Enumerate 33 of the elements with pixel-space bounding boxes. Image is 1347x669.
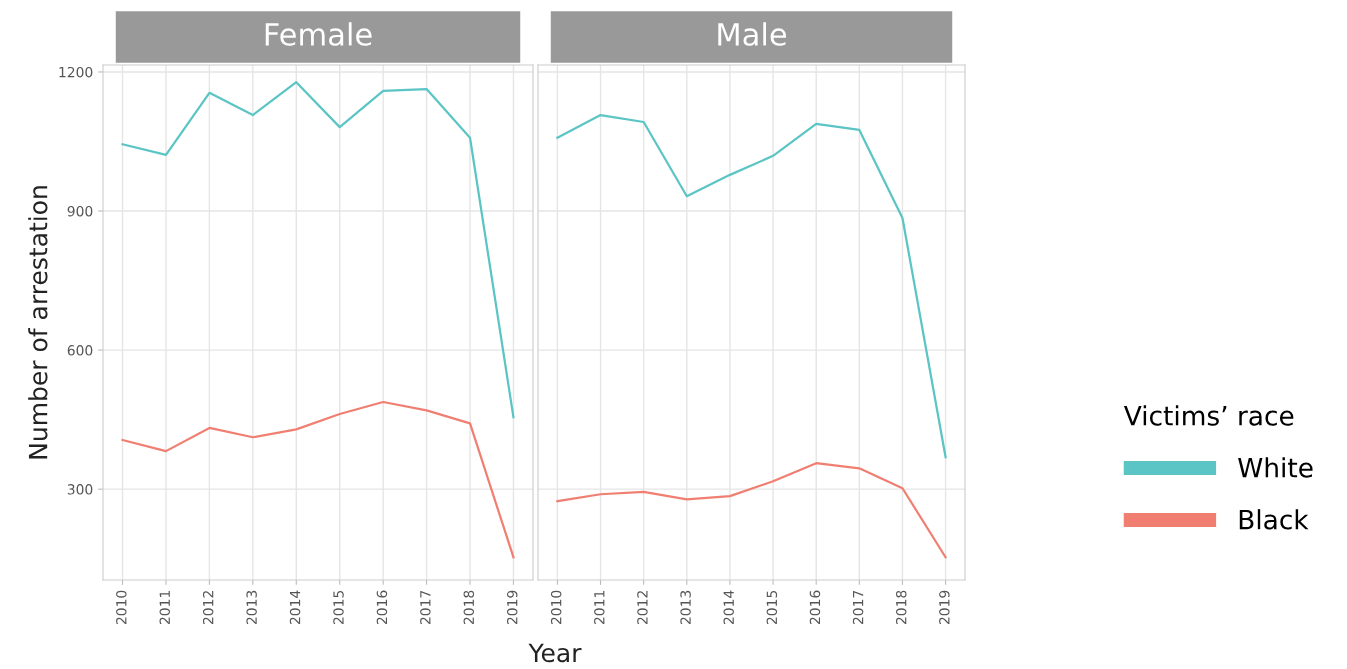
chart-title: Male xyxy=(718,22,787,46)
legend-title: Victims’ race xyxy=(1123,405,1294,426)
x-tick-label: 2018 xyxy=(463,590,475,625)
x-tick-label: 2016 xyxy=(809,590,821,625)
x-tick-label: 2011 xyxy=(159,591,171,625)
y-tick-label: 600 xyxy=(67,345,93,356)
x-tick-label: 2013 xyxy=(680,590,691,625)
x-axis-title: Year xyxy=(528,643,582,663)
y-tick-label: 300 xyxy=(67,484,93,495)
x-tick-label: 2017 xyxy=(420,590,431,625)
line-series xyxy=(121,400,515,559)
x-tick-label: 2012 xyxy=(202,591,214,625)
x-tick-label: 2015 xyxy=(333,590,344,625)
y-axis-title: Number of arrestation xyxy=(28,186,48,459)
x-tick-label: 2013 xyxy=(246,590,257,625)
x-tick-label: 2015 xyxy=(766,590,778,625)
x-tick-label: 2014 xyxy=(723,590,734,625)
y-tick-label: 900 xyxy=(67,205,93,217)
x-tick-label: 2011 xyxy=(594,591,605,625)
chart-title: Female xyxy=(265,22,372,46)
line-series xyxy=(121,81,515,419)
x-tick-label: 2019 xyxy=(939,590,950,625)
x-tick-label: 2019 xyxy=(506,590,518,625)
x-tick-label: 2018 xyxy=(895,590,907,625)
x-tick-label: 2016 xyxy=(376,590,388,625)
x-tick-label: 2014 xyxy=(289,590,301,625)
x-tick-label: 2010 xyxy=(550,590,562,625)
legend-label: White xyxy=(1238,457,1313,478)
x-tick-label: 2012 xyxy=(637,591,648,625)
legend-label: Black xyxy=(1239,509,1309,530)
x-tick-label: 2010 xyxy=(116,590,127,625)
y-tick-label: 1200 xyxy=(59,66,93,78)
x-tick-label: 2017 xyxy=(852,590,864,625)
